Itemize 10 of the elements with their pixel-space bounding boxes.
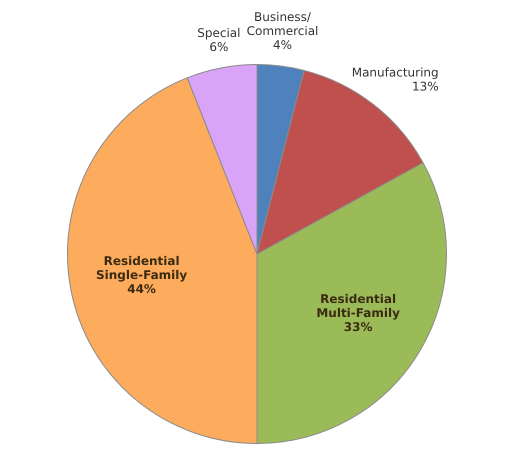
data-label: 33%	[344, 320, 372, 334]
data-label: 6%	[209, 40, 228, 54]
slice-label: Special	[197, 26, 240, 40]
slice-label: Manufacturing	[352, 65, 439, 80]
data-label: 44%	[127, 282, 156, 296]
slice-label: Business/Commercial	[246, 10, 318, 38]
slice-label: Residential Single-Family	[96, 254, 188, 282]
slice-label: Residential Multi-Family	[316, 292, 400, 320]
data-label: 13%	[412, 79, 439, 94]
data-label: 4%	[272, 38, 292, 52]
